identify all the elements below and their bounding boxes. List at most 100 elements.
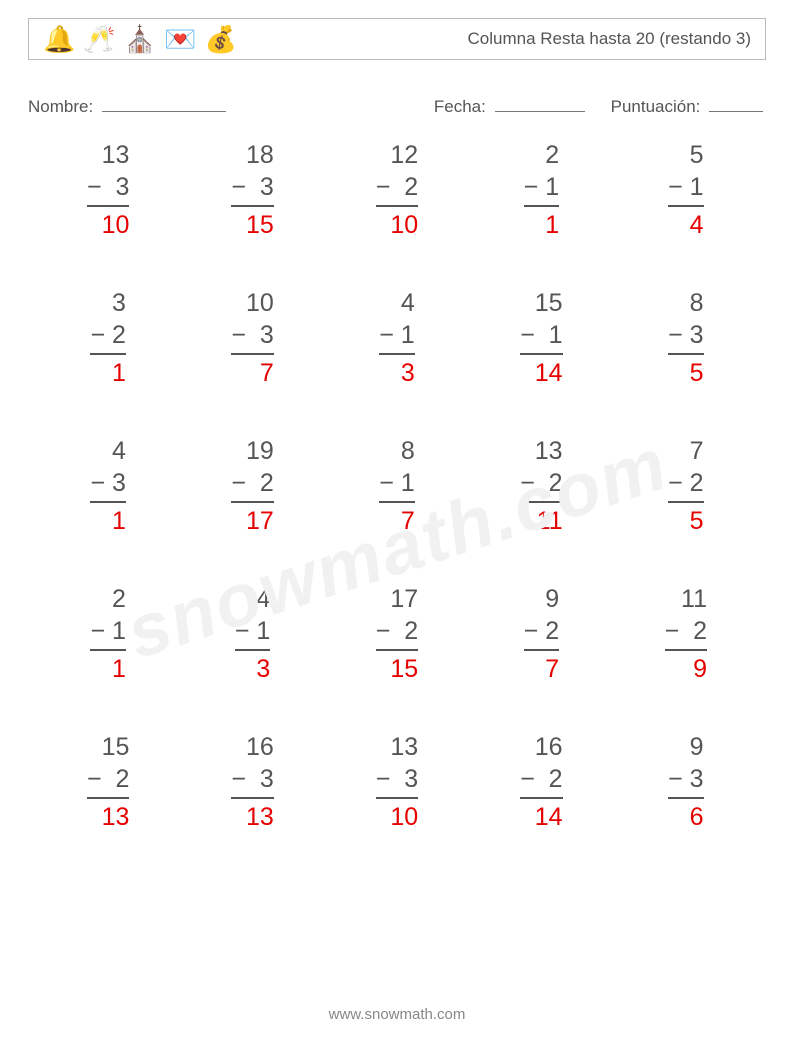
problem: 19− 2 17	[180, 435, 324, 537]
problem-inner: 8− 3 5	[668, 287, 703, 389]
minuend: 4	[379, 287, 414, 319]
meta-name: Nombre:	[28, 94, 434, 117]
problem: 2− 1 1	[36, 583, 180, 685]
score-label: Puntuación:	[611, 97, 701, 116]
meta-date: Fecha:	[434, 94, 585, 117]
problem-inner: 19− 2 17	[231, 435, 273, 537]
answer: 3	[379, 355, 414, 389]
subtrahend: − 1	[520, 319, 562, 355]
minuend: 18	[231, 139, 273, 171]
problem: 12− 2 10	[325, 139, 469, 241]
problem: 16− 2 14	[469, 731, 613, 833]
problem-inner: 4− 1 3	[379, 287, 414, 389]
answer: 17	[231, 503, 273, 537]
answer: 7	[231, 355, 273, 389]
problem-inner: 9− 3 6	[668, 731, 703, 833]
answer: 6	[668, 799, 703, 833]
minuend: 12	[376, 139, 418, 171]
problem: 4− 3 1	[36, 435, 180, 537]
subtrahend: − 3	[87, 171, 129, 207]
problem-inner: 16− 3 13	[231, 731, 273, 833]
answer: 1	[524, 207, 559, 241]
minuend: 15	[87, 731, 129, 763]
answer: 14	[520, 355, 562, 389]
minuend: 13	[520, 435, 562, 467]
minuend: 5	[668, 139, 703, 171]
problem-inner: 17− 2 15	[376, 583, 418, 685]
subtrahend: − 3	[231, 319, 273, 355]
date-label: Fecha:	[434, 97, 486, 116]
problem-inner: 5− 1 4	[668, 139, 703, 241]
answer: 13	[87, 799, 129, 833]
subtrahend: − 3	[90, 467, 125, 503]
minuend: 16	[520, 731, 562, 763]
footer-url: www.snowmath.com	[0, 1006, 794, 1023]
answer: 15	[376, 651, 418, 685]
minuend: 10	[231, 287, 273, 319]
subtrahend: − 2	[520, 763, 562, 799]
subtrahend: − 1	[524, 171, 559, 207]
score-blank[interactable]	[709, 94, 763, 112]
subtrahend: − 2	[520, 467, 562, 503]
problem: 18− 3 15	[180, 139, 324, 241]
subtrahend: − 1	[379, 319, 414, 355]
problem: 9− 3 6	[614, 731, 758, 833]
problem: 2− 1 1	[469, 139, 613, 241]
problem: 9− 2 7	[469, 583, 613, 685]
answer: 3	[235, 651, 270, 685]
subtrahend: − 2	[87, 763, 129, 799]
minuend: 8	[668, 287, 703, 319]
problem: 16− 3 13	[180, 731, 324, 833]
problem: 13− 3 10	[325, 731, 469, 833]
problem-inner: 3− 2 1	[90, 287, 125, 389]
answer: 15	[231, 207, 273, 241]
problem: 5− 1 4	[614, 139, 758, 241]
header-icons: 🔔 🥂 ⛪ 💌 💰	[43, 26, 237, 52]
subtrahend: − 1	[235, 615, 270, 651]
answer: 5	[668, 355, 703, 389]
answer: 10	[376, 799, 418, 833]
answer: 1	[90, 503, 125, 537]
header-bar: 🔔 🥂 ⛪ 💌 💰 Columna Resta hasta 20 (restan…	[28, 18, 766, 60]
problem: 15− 1 14	[469, 287, 613, 389]
subtrahend: − 1	[90, 615, 125, 651]
subtrahend: − 2	[524, 615, 559, 651]
subtrahend: − 2	[376, 171, 418, 207]
subtrahend: − 2	[668, 467, 703, 503]
problem-inner: 2− 1 1	[90, 583, 125, 685]
problem-inner: 9− 2 7	[524, 583, 559, 685]
answer: 5	[668, 503, 703, 537]
problem-inner: 8− 1 7	[379, 435, 414, 537]
glasses-icon: 🥂	[83, 26, 115, 52]
problem-inner: 10− 3 7	[231, 287, 273, 389]
problem-inner: 13− 3 10	[376, 731, 418, 833]
name-blank[interactable]	[102, 94, 226, 112]
problem-inner: 16− 2 14	[520, 731, 562, 833]
subtrahend: − 3	[668, 319, 703, 355]
problem-inner: 4− 3 1	[90, 435, 125, 537]
problems-grid: 13− 3 10 18− 3 15 12− 2 10 2− 1 1 5− 1 4…	[28, 139, 766, 833]
subtrahend: − 1	[379, 467, 414, 503]
name-label: Nombre:	[28, 97, 93, 116]
date-blank[interactable]	[495, 94, 585, 112]
minuend: 11	[665, 583, 707, 615]
problem-inner: 2− 1 1	[524, 139, 559, 241]
minuend: 7	[668, 435, 703, 467]
answer: 4	[668, 207, 703, 241]
minuend: 13	[376, 731, 418, 763]
subtrahend: − 3	[376, 763, 418, 799]
minuend: 8	[379, 435, 414, 467]
problem-inner: 7− 2 5	[668, 435, 703, 537]
bag-icon: 💰	[205, 26, 237, 52]
problem: 8− 3 5	[614, 287, 758, 389]
problem: 4− 1 3	[325, 287, 469, 389]
problem: 7− 2 5	[614, 435, 758, 537]
problem-inner: 13− 2 11	[520, 435, 562, 537]
problem: 11− 2 9	[614, 583, 758, 685]
minuend: 3	[90, 287, 125, 319]
minuend: 15	[520, 287, 562, 319]
minuend: 2	[90, 583, 125, 615]
minuend: 16	[231, 731, 273, 763]
worksheet-title: Columna Resta hasta 20 (restando 3)	[468, 29, 752, 49]
minuend: 19	[231, 435, 273, 467]
